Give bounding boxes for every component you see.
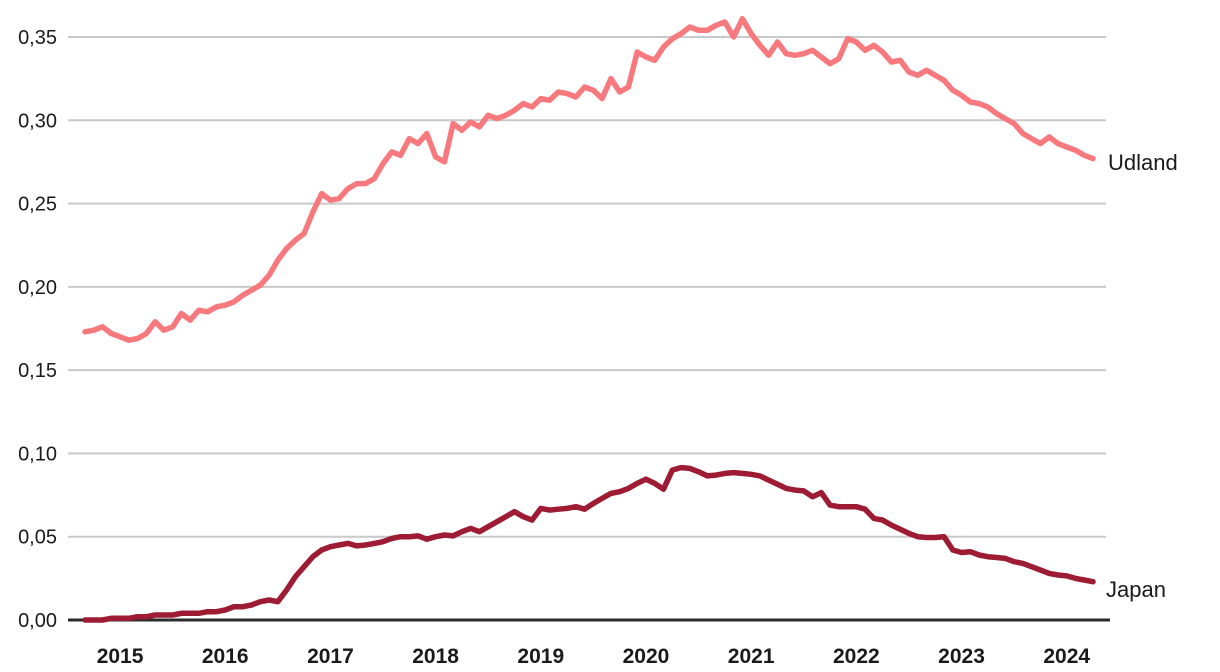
y-tick-label: 0,15	[18, 360, 57, 382]
series-line-udland	[82, 15, 1096, 343]
x-tick-label: 2022	[833, 645, 880, 668]
y-tick-label: 0,20	[18, 277, 57, 299]
x-tick-label: 2024	[1043, 645, 1090, 668]
y-tick-label: 0,30	[18, 110, 57, 132]
series-label-udland: Udland	[1108, 150, 1178, 175]
series-group	[82, 15, 1096, 623]
x-tick-label: 2016	[202, 645, 249, 668]
x-tick-label: 2020	[623, 645, 670, 668]
x-axis-labels-group: 2015 2016 2017 2018 2019 2020 2021 2022 2023 2024	[97, 645, 1091, 668]
x-tick-label: 2023	[938, 645, 985, 668]
y-axis-labels-group: 0,35 0,30 0,25 0,20 0,15 0,10 0,05 0,00	[18, 27, 57, 632]
x-tick-label: 2015	[97, 645, 144, 668]
y-tick-label: 0,35	[18, 27, 57, 49]
y-tick-label: 0,00	[18, 610, 57, 632]
series-label-japan: Japan	[1106, 577, 1166, 602]
series-line-japan	[82, 464, 1096, 623]
y-tick-label: 0,10	[18, 443, 57, 465]
x-tick-label: 2019	[517, 645, 564, 668]
x-tick-label: 2017	[307, 645, 354, 668]
y-tick-label: 0,05	[18, 527, 57, 549]
x-tick-label: 2018	[412, 645, 459, 668]
x-tick-label: 2021	[728, 645, 775, 668]
gridlines-group	[68, 36, 1110, 622]
y-tick-label: 0,25	[18, 194, 57, 216]
